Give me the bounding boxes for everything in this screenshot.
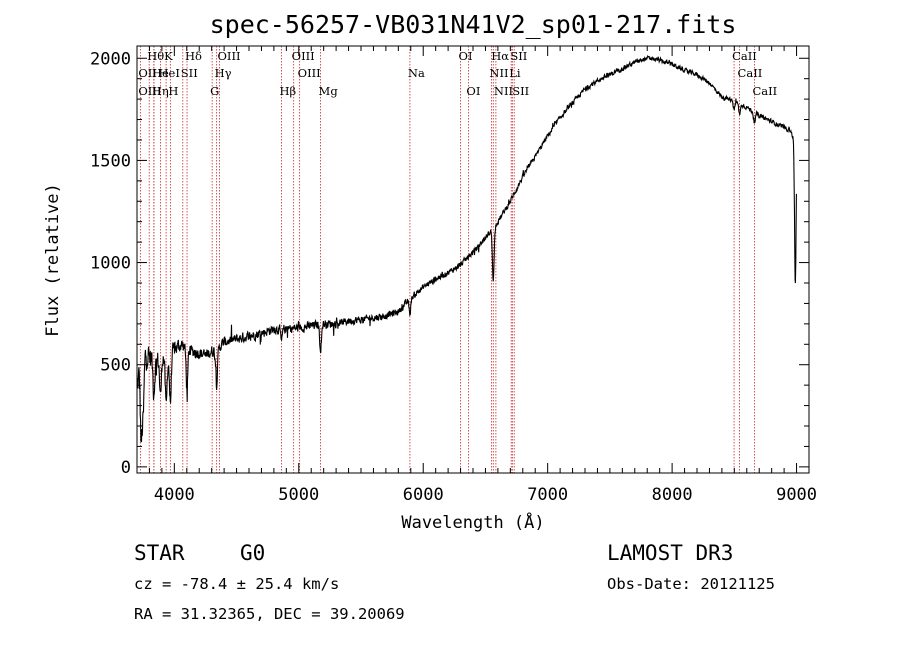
x-tick-label: 4000	[154, 485, 195, 505]
spectrum-series	[136, 54, 797, 443]
line-label: SII	[512, 84, 529, 98]
line-label: Hη	[152, 84, 169, 98]
line-label: OI	[466, 84, 480, 98]
x-tick-label: 5000	[278, 485, 319, 505]
line-label: NII	[489, 66, 508, 80]
coordinates: RA = 31.32365, DEC = 39.20069	[134, 605, 405, 623]
x-tick-label: 7000	[527, 485, 568, 505]
line-label: Hδ	[185, 49, 202, 63]
redshift-velocity: cz = -78.4 ± 25.4 km/s	[134, 575, 339, 593]
line-label: CaII	[732, 49, 757, 63]
line-label: Na	[408, 66, 425, 80]
line-label: Hθ	[147, 49, 164, 63]
y-tick-label: 500	[100, 356, 131, 376]
line-label: NII	[494, 84, 513, 98]
line-label: CaII	[738, 66, 763, 80]
observation-date: Obs-Date: 20121125	[607, 575, 775, 593]
plot-frame	[136, 45, 810, 474]
object-subclass: G0	[240, 541, 265, 565]
spectral-line-markers	[139, 46, 755, 473]
y-axis-label: Flux (relative)	[43, 183, 63, 337]
y-tick-label: 2000	[90, 49, 131, 69]
line-label: Mg	[319, 84, 339, 98]
line-label: OIII	[218, 49, 241, 63]
line-label: OII	[138, 66, 157, 80]
x-tick-label: 6000	[403, 485, 444, 505]
line-label: CaII	[752, 84, 777, 98]
line-label: SII	[510, 49, 527, 63]
x-tick-label: 9000	[776, 485, 817, 505]
line-label: HeI	[159, 66, 180, 80]
line-label: H	[168, 84, 178, 98]
x-axis-ticks: 4000 5000 6000 7000 8000 9000	[148, 46, 817, 505]
line-label: He	[152, 66, 169, 80]
y-tick-label: 1000	[90, 254, 131, 274]
chart-title: spec-56257-VB031N41V2_sp01-217.fits	[210, 10, 737, 39]
x-axis-label: Wavelength (Å)	[401, 511, 544, 533]
y-axis-ticks: 0 500 1000 1500 2000	[90, 49, 809, 478]
line-label: Li	[509, 66, 521, 80]
x-tick-label: 8000	[652, 485, 693, 505]
line-label: K	[164, 49, 173, 63]
survey-name: LAMOST DR3	[607, 541, 733, 565]
line-label: OI	[459, 49, 473, 63]
y-tick-label: 1500	[90, 151, 131, 171]
line-label: OIII	[138, 84, 161, 98]
line-label: OIII	[298, 66, 321, 80]
y-tick-label: 0	[121, 458, 131, 478]
line-label: Hβ	[279, 84, 296, 98]
line-label: OIII	[292, 49, 315, 63]
line-label: SII	[181, 66, 198, 80]
line-label: Hα	[491, 49, 509, 63]
spectrum-line	[136, 54, 797, 443]
line-label: Hγ	[215, 66, 232, 80]
line-label: G	[210, 84, 219, 98]
object-class: STAR	[134, 541, 185, 565]
